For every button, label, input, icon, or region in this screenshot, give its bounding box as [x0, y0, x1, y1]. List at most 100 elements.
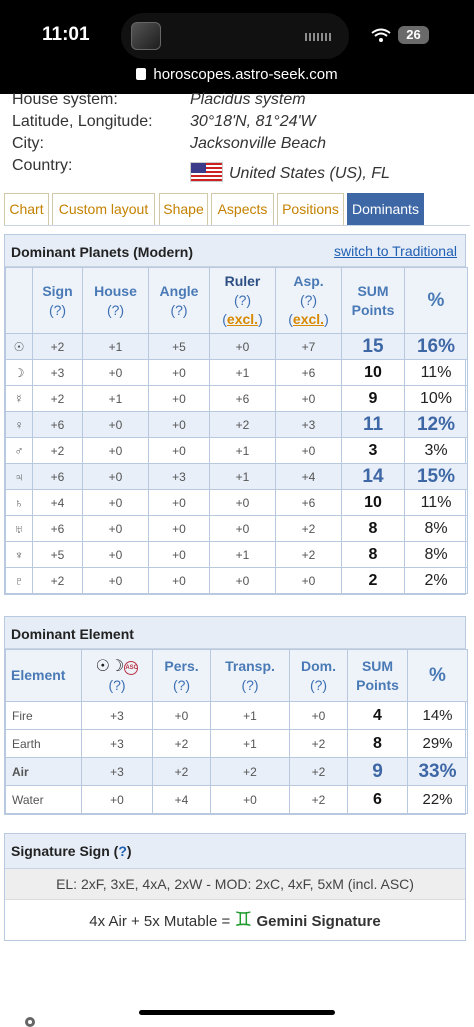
luminaries-value: +3: [81, 729, 153, 758]
lock-icon: [136, 68, 147, 80]
table-row: Earth +3 +2 +1 +2 8 29%: [5, 729, 468, 758]
angle-value: +0: [148, 489, 210, 516]
switch-to-traditional-link[interactable]: switch to Traditional: [334, 243, 457, 259]
signature-result: 4x Air + 5x Mutable = ♊ Gemini Signature: [5, 900, 465, 940]
planet-symbol: ♃: [5, 463, 33, 490]
dominant-value: +2: [289, 729, 348, 758]
table-row: ♃ +6 +0 +3 +1 +4 14 15%: [5, 463, 468, 490]
aspect-value: +6: [275, 489, 342, 516]
header-sign-label: Sign: [42, 282, 73, 299]
sun-moon-icon: ☉☽: [95, 657, 125, 675]
luminaries-value: +3: [81, 757, 153, 786]
house-value: +0: [82, 515, 149, 542]
header-sum: SUM Points: [341, 267, 405, 334]
dominant-planets-panel: Dominant Planets (Modern) switch to Trad…: [4, 234, 468, 595]
header-personal-label: Pers.: [164, 657, 199, 674]
address-bar[interactable]: horoscopes.astro-seek.com: [0, 66, 474, 83]
help-link[interactable]: (?): [309, 676, 328, 693]
info-row: City: Jacksonville Beach: [12, 135, 467, 157]
info-row: House system: Placidus system: [12, 91, 467, 113]
angle-value: +0: [148, 567, 210, 594]
help-link[interactable]: ?: [118, 843, 127, 859]
percentage: 29%: [407, 729, 468, 758]
planet-symbol: ☽: [5, 359, 33, 386]
ruler-value: +0: [209, 515, 276, 542]
tab-custom-layout[interactable]: Custom layout: [52, 193, 155, 226]
help-link[interactable]: (?): [241, 676, 259, 693]
help-link[interactable]: (?): [170, 301, 188, 318]
tab-positions[interactable]: Positions: [277, 193, 344, 226]
ruler-value: +1: [209, 541, 276, 568]
planet-symbol: ♇: [5, 567, 33, 594]
sign-value: +2: [32, 385, 83, 412]
table-row: Water +0 +4 +0 +2 6 22%: [5, 785, 468, 814]
percentage: 33%: [407, 757, 468, 786]
info-row: Latitude, Longitude: 30°18'N, 81°24'W: [12, 113, 467, 135]
panel-header: Signature Sign (?): [5, 834, 465, 869]
sign-value: +6: [32, 411, 83, 438]
angle-value: +0: [148, 515, 210, 542]
element-table: Element ☉☽ASC (?) Pers. (?) Transp. (?) Dom…: [5, 649, 468, 814]
planet-symbol: ☿: [5, 385, 33, 412]
country-value: United States (US), FL: [229, 165, 390, 182]
luminaries-value: +3: [81, 701, 153, 730]
header-house: House (?): [82, 267, 149, 334]
aspect-value: +0: [275, 437, 342, 464]
personal-value: +4: [152, 785, 211, 814]
info-row: Country: United States (US), FL: [12, 157, 467, 185]
tab-divider: [4, 225, 470, 226]
percentage: 11%: [404, 359, 468, 386]
audio-waveform-icon: [305, 33, 331, 41]
ruler-value: +2: [209, 411, 276, 438]
sum-points: 9: [347, 757, 408, 786]
tab-dominants[interactable]: Dominants: [347, 193, 424, 226]
aspect-value: +7: [275, 333, 342, 360]
header-dominant: Dom. (?): [289, 649, 348, 702]
ruler-value: +0: [209, 333, 276, 360]
transpersonal-value: +1: [210, 729, 290, 758]
transpersonal-value: +2: [210, 757, 290, 786]
help-link[interactable]: (?): [106, 301, 125, 318]
sum-points: 6: [347, 785, 408, 814]
wifi-icon: [371, 28, 391, 42]
sum-points: 14: [341, 463, 405, 490]
tab-chart[interactable]: Chart: [4, 193, 49, 226]
header-house-label: House: [94, 282, 137, 299]
excl-label: (excl.): [288, 311, 329, 327]
house-value: +1: [82, 385, 149, 412]
help-link[interactable]: (?): [108, 676, 126, 693]
angle-value: +0: [148, 437, 210, 464]
percentage: 11%: [404, 489, 468, 516]
sign-value: +6: [32, 463, 83, 490]
help-link[interactable]: (?): [299, 292, 318, 308]
help-link[interactable]: (?): [233, 292, 252, 308]
angle-value: +5: [148, 333, 210, 360]
header-luminaries: ☉☽ASC (?): [81, 649, 153, 702]
sum-points: 10: [341, 359, 405, 386]
header-asp: Asp. (?) (excl.): [275, 267, 342, 334]
percentage: 15%: [404, 463, 468, 490]
help-link[interactable]: (?): [48, 301, 67, 318]
tab-aspects[interactable]: Aspects: [211, 193, 274, 226]
table-row: ☿ +2 +1 +0 +6 +0 9 10%: [5, 385, 468, 412]
percentage: 10%: [404, 385, 468, 412]
excl-link[interactable]: excl.: [226, 311, 259, 327]
sign-value: +2: [32, 437, 83, 464]
info-label: House system:: [12, 91, 118, 108]
tab-shape[interactable]: Shape: [159, 193, 208, 226]
personal-value: +2: [152, 757, 211, 786]
table-row: ☉ +2 +1 +5 +0 +7 15 16%: [5, 333, 468, 360]
sum-points: 8: [341, 515, 405, 542]
header-transpersonal-label: Transp.: [225, 657, 275, 674]
table-row: ♇ +2 +0 +0 +0 +0 2 2%: [5, 567, 468, 594]
header-element: Element: [5, 649, 82, 702]
table-row: ♀ +6 +0 +0 +2 +3 11 12%: [5, 411, 468, 438]
table-row: ♆ +5 +0 +0 +1 +2 8 8%: [5, 541, 468, 568]
ruler-value: +1: [209, 437, 276, 464]
ruler-value: +1: [209, 463, 276, 490]
help-link[interactable]: (?): [172, 676, 191, 693]
excl-link[interactable]: excl.: [292, 311, 325, 327]
aspect-value: +2: [275, 541, 342, 568]
table-header-row: Sign (?) House (?) Angle (?) Ruler (?) (excl.…: [5, 267, 468, 334]
house-value: +0: [82, 437, 149, 464]
